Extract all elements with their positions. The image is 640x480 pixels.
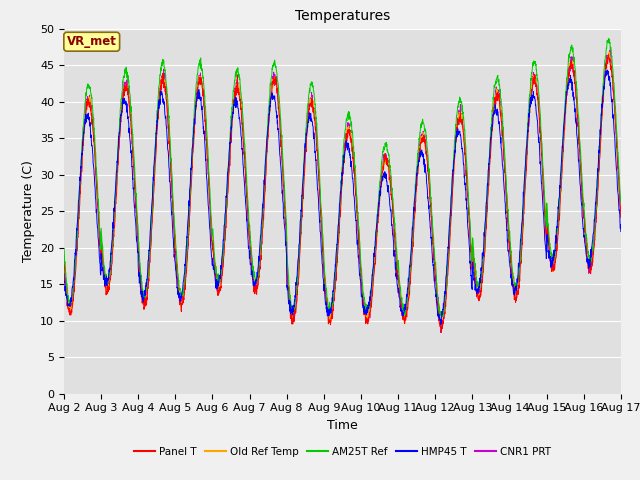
Title: Temperatures: Temperatures <box>295 10 390 24</box>
Text: VR_met: VR_met <box>67 35 116 48</box>
Y-axis label: Temperature (C): Temperature (C) <box>22 160 35 262</box>
X-axis label: Time: Time <box>327 419 358 432</box>
Legend: Panel T, Old Ref Temp, AM25T Ref, HMP45 T, CNR1 PRT: Panel T, Old Ref Temp, AM25T Ref, HMP45 … <box>130 443 555 461</box>
